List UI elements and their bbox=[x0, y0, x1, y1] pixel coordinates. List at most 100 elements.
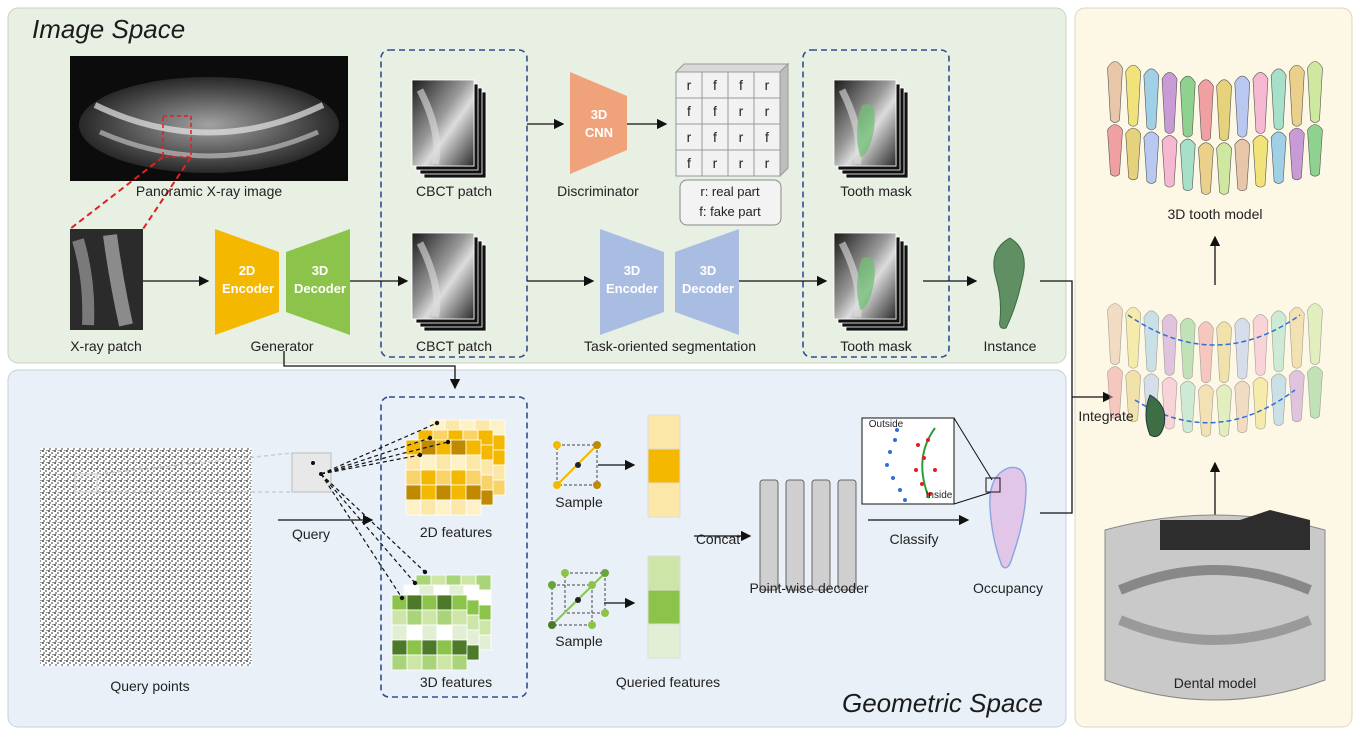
features-dashed-box bbox=[380, 396, 528, 698]
query-points-zoom-box bbox=[74, 473, 98, 493]
grid-cell-label: f bbox=[713, 77, 717, 93]
grid-cell-label: r bbox=[713, 155, 718, 171]
classify-label: Classify bbox=[889, 531, 939, 547]
grid-cell bbox=[727, 97, 755, 125]
cbct-patch-stack-top bbox=[411, 79, 487, 179]
decoder-label: Point-wise decoder bbox=[749, 580, 869, 596]
xray-patch-image bbox=[70, 229, 143, 330]
grid-cell-label: r bbox=[687, 77, 692, 93]
legend-real: r: real part bbox=[700, 184, 760, 199]
instance-label: Instance bbox=[983, 338, 1037, 354]
tooth-mask-dashed-box bbox=[802, 49, 950, 358]
pointwise-decoder-layers bbox=[759, 479, 857, 591]
inset-link-bottom bbox=[953, 491, 993, 505]
query-points-cloud bbox=[40, 448, 252, 666]
2d-features-label: 2D features bbox=[419, 524, 493, 540]
grid-cell-label: f bbox=[687, 155, 691, 171]
legend-fake: f: fake part bbox=[699, 204, 761, 219]
grid-cell bbox=[753, 97, 781, 125]
xray-patch-label: X-ray patch bbox=[70, 338, 142, 354]
queried-features-3d-column bbox=[647, 555, 681, 659]
grid-cell-label: f bbox=[687, 103, 691, 119]
3d-tooth-model-label: 3D tooth model bbox=[1167, 206, 1263, 222]
features-3d-grid bbox=[391, 574, 492, 671]
cbct-patch-bottom-label: CBCT patch bbox=[416, 338, 492, 354]
occupancy-inset bbox=[861, 417, 955, 505]
cnn-3d-block bbox=[570, 72, 627, 174]
segmentation-decoder-block bbox=[675, 229, 739, 335]
grid-cell-label: f bbox=[713, 103, 717, 119]
grid-cell bbox=[753, 71, 781, 99]
grid-cell-label: f bbox=[713, 129, 717, 145]
decoder-3d-block bbox=[286, 229, 350, 335]
grid-cell bbox=[727, 71, 755, 99]
concat-label: Concat bbox=[695, 531, 741, 547]
queried-features-2d-column bbox=[647, 414, 681, 518]
features-2d-grid bbox=[405, 419, 506, 516]
grid-cell-label: r bbox=[765, 77, 770, 93]
generator-to-features-link bbox=[283, 351, 461, 390]
geometric-space-title: Geometric Space bbox=[842, 688, 1043, 718]
tooth-mask-bottom-label: Tooth mask bbox=[840, 338, 912, 354]
3d-features-label: 3D features bbox=[419, 674, 493, 690]
grid-cell bbox=[753, 149, 781, 177]
image-space-title: Image Space bbox=[32, 14, 186, 44]
encoder-2d-text: 2D Encoder bbox=[222, 263, 275, 296]
grid-cell-label: f bbox=[739, 77, 743, 93]
seg-decoder-text: 3D Decoder bbox=[681, 263, 735, 296]
discriminator-label: Discriminator bbox=[557, 183, 639, 199]
grid-cell-label: r bbox=[765, 155, 770, 171]
zoom-guide-top bbox=[96, 452, 293, 475]
cbct-patch-stack-bottom bbox=[411, 232, 487, 332]
real-fake-grid: r f f rf f r rr f r ff r r r bbox=[674, 62, 790, 178]
tooth-mask-stack-bottom bbox=[833, 232, 909, 332]
sample-bottom-label: Sample bbox=[555, 633, 603, 649]
seg-encoder-text: 3D Encoder bbox=[605, 263, 658, 296]
inside-label: Inside bbox=[925, 490, 953, 501]
cbct-patch-top-label: CBCT patch bbox=[416, 183, 492, 199]
sample-top-label: Sample bbox=[555, 494, 603, 510]
task-segmentation-label: Task-oriented segmentation bbox=[584, 338, 756, 354]
query-lines bbox=[320, 420, 451, 601]
real-fake-legend-box bbox=[679, 179, 782, 226]
queried-features-label: Queried features bbox=[615, 674, 721, 690]
occupancy-label: Occupancy bbox=[972, 580, 1044, 596]
decoder-3d-text: 3D Decoder bbox=[293, 263, 347, 296]
grid-cell bbox=[701, 97, 729, 125]
3d-tooth-model bbox=[1107, 61, 1323, 195]
grid-cell-label: r bbox=[687, 129, 692, 145]
occupancy-tooth bbox=[989, 466, 1027, 569]
query-points-label: Query points bbox=[110, 678, 190, 694]
occupancy-zoom-box bbox=[985, 477, 1001, 493]
dental-model-label: Dental model bbox=[1173, 675, 1257, 691]
segmentation-encoder-block bbox=[600, 229, 664, 335]
dental-model-scan bbox=[1104, 510, 1326, 701]
grid-cell-label: f bbox=[765, 129, 769, 145]
grid-cell bbox=[675, 123, 703, 151]
tooth-mask-top-label: Tooth mask bbox=[840, 183, 912, 199]
panoramic-xray-image bbox=[70, 56, 348, 181]
grid-cell bbox=[753, 123, 781, 151]
geometric-space-panel bbox=[7, 369, 1067, 728]
grid-cell-label: r bbox=[739, 103, 744, 119]
integrate-label: Integrate bbox=[1078, 408, 1134, 424]
cnn-text: 3D CNN bbox=[584, 107, 614, 140]
tooth-instance-shape bbox=[993, 237, 1025, 329]
grid-cell-label: r bbox=[765, 103, 770, 119]
sample-2d-icon bbox=[553, 441, 601, 489]
inset-link-top bbox=[953, 417, 993, 481]
encoder-2d-block bbox=[215, 229, 279, 335]
panoramic-label: Panoramic X-ray image bbox=[135, 183, 283, 199]
integrated-tooth-model bbox=[1107, 303, 1323, 438]
tooth-mask-stack-top bbox=[833, 79, 909, 179]
grid-cell-label: r bbox=[739, 155, 744, 171]
generator-label: Generator bbox=[250, 338, 314, 354]
zoom-line-right bbox=[142, 156, 192, 230]
cbct-dashed-box bbox=[380, 49, 528, 358]
sample-3d-icon bbox=[548, 569, 609, 629]
query-label: Query bbox=[291, 526, 331, 542]
grid-cell-label: r bbox=[739, 129, 744, 145]
outside-label: Outside bbox=[868, 419, 904, 430]
query-point-zoom bbox=[291, 452, 332, 493]
grid-cell bbox=[701, 149, 729, 177]
